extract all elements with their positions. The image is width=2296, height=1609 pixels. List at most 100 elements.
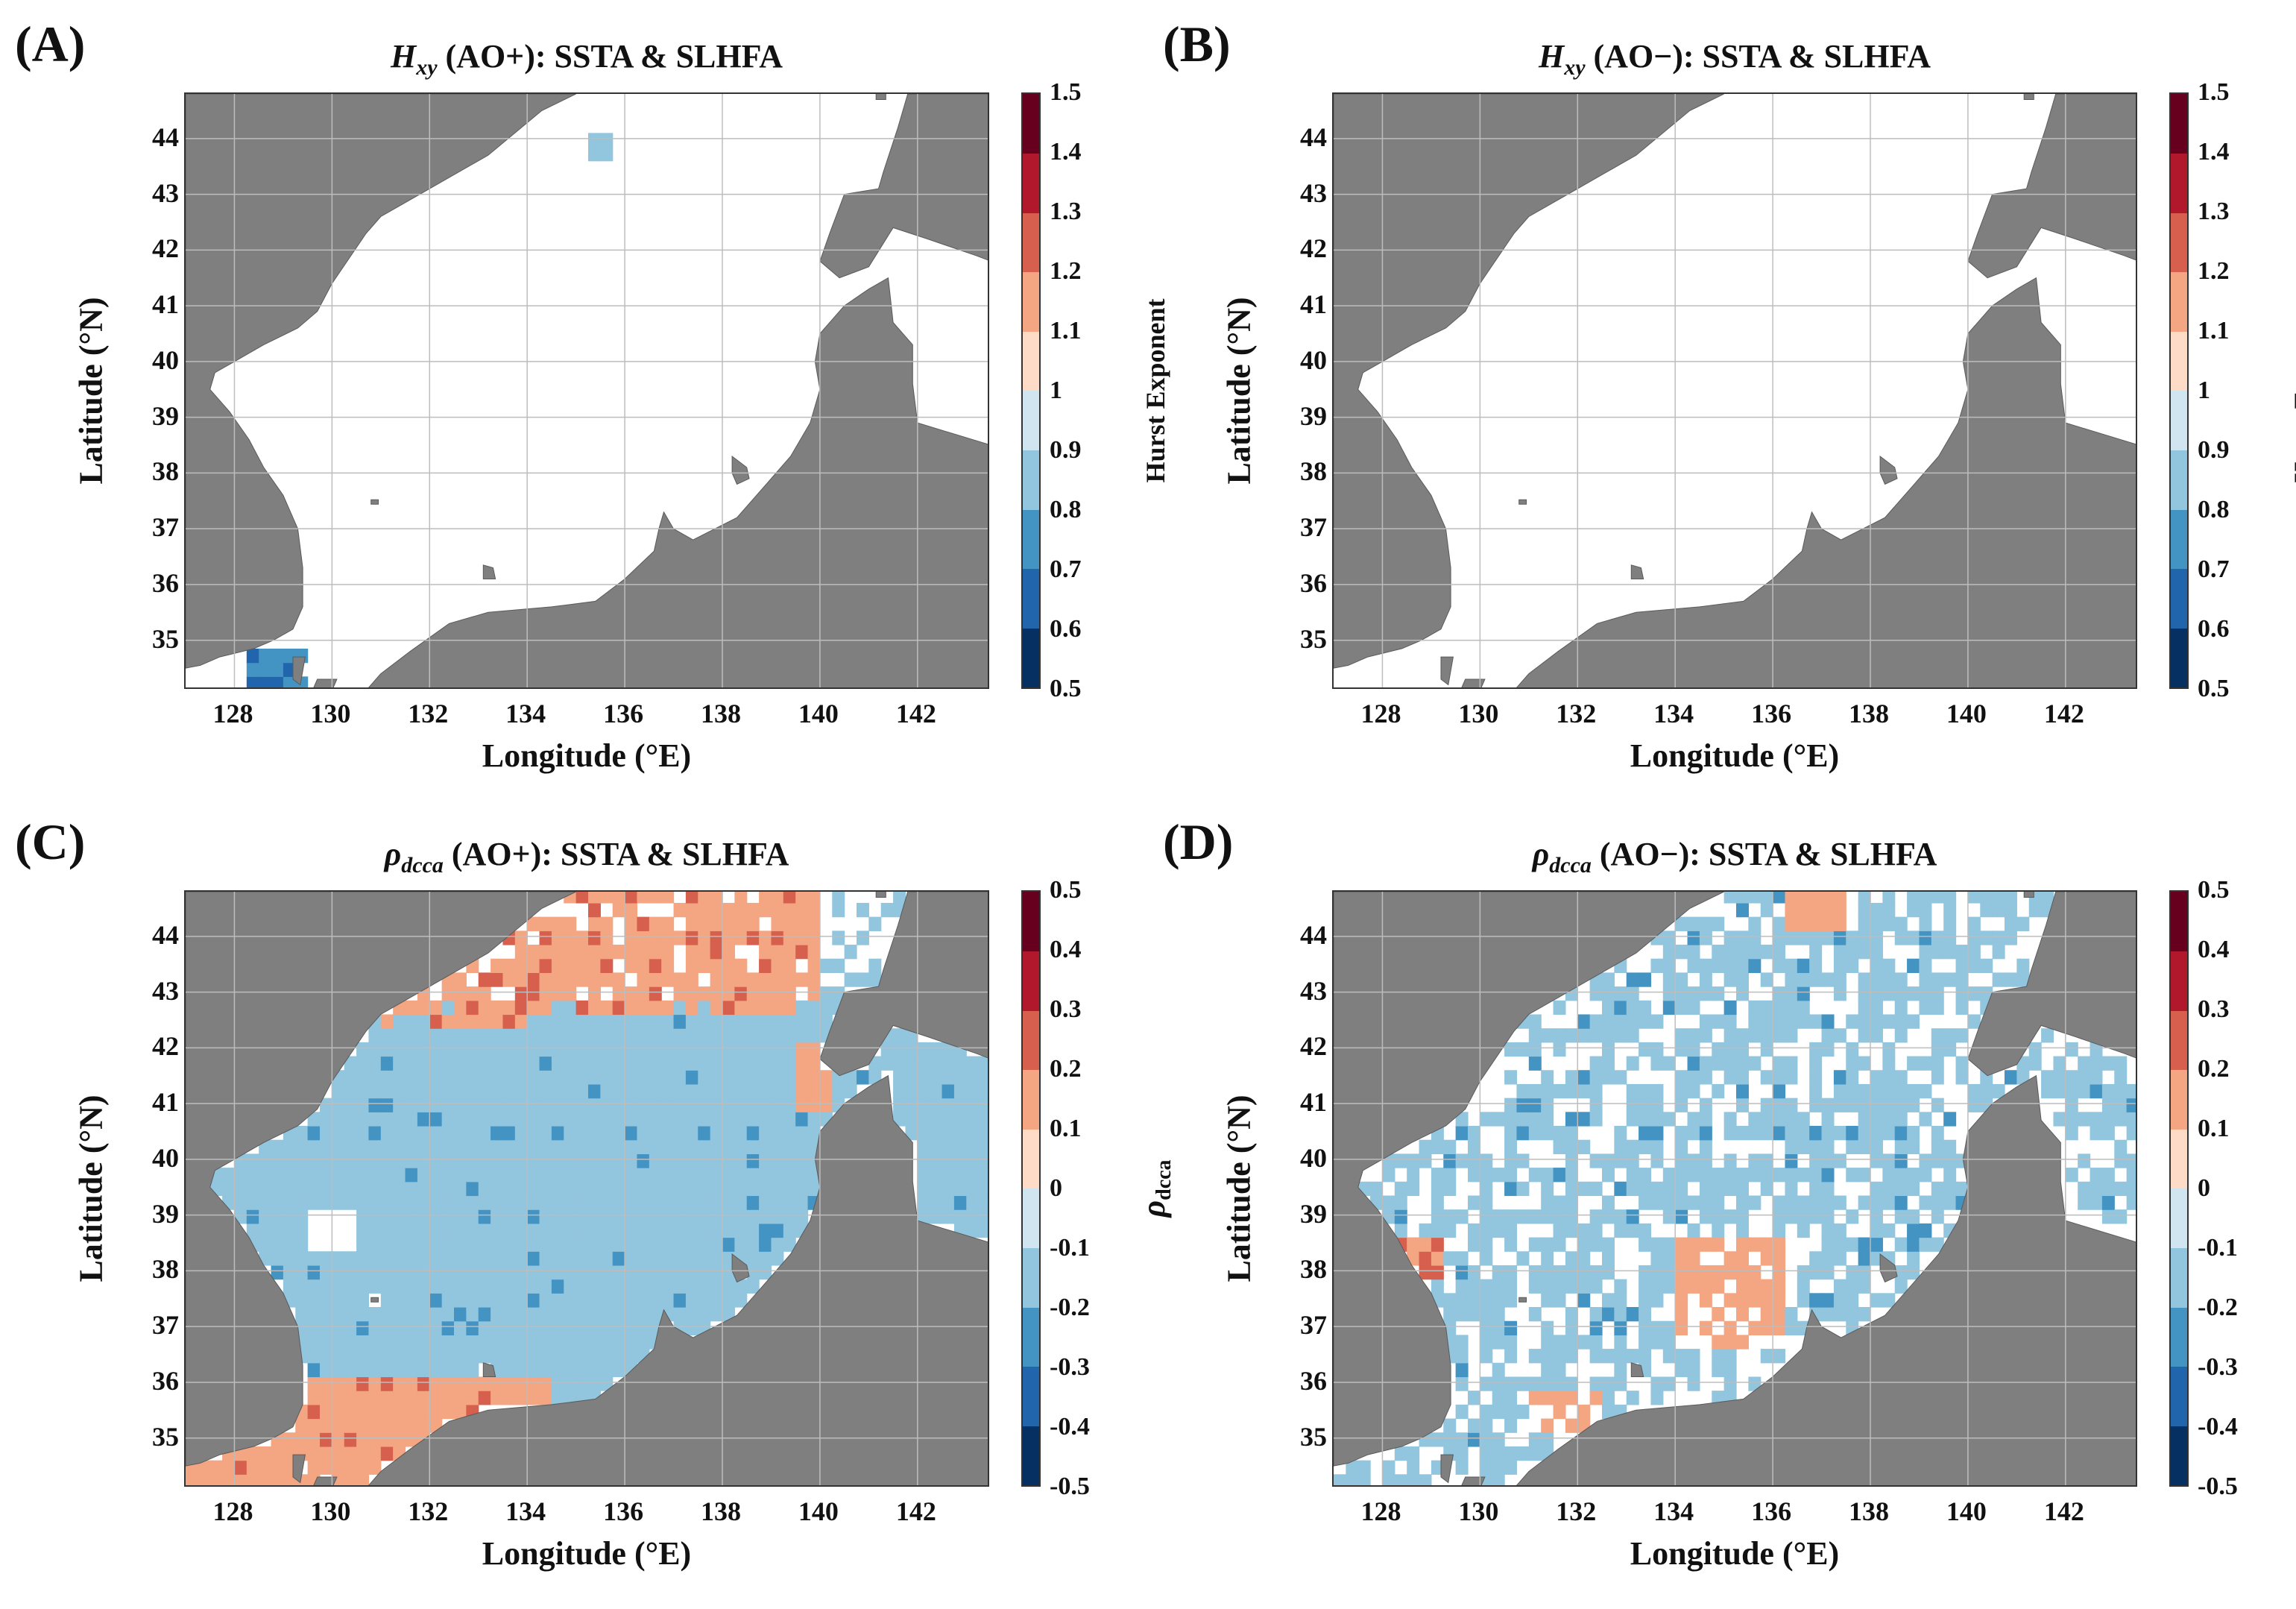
grid-cell [551, 1209, 564, 1224]
grid-cell [1662, 1195, 1676, 1210]
grid-cell [2101, 1126, 2115, 1141]
grid-cell [1650, 1126, 1664, 1141]
grid-cell [1723, 1181, 1737, 1197]
grid-cell [1955, 945, 1969, 960]
grid-cell [1504, 1404, 1518, 1420]
grid-cell [2065, 1042, 2078, 1057]
grid-cell [405, 1126, 418, 1141]
grid-cell [393, 1432, 406, 1447]
colorbar-segment [2171, 1247, 2187, 1308]
grid-cell [625, 1265, 638, 1280]
grid-cell [1528, 1349, 1542, 1364]
lat-tick-label: 42 [1300, 233, 1327, 264]
grid-cell [2090, 1126, 2103, 1141]
grid-cell [332, 1251, 345, 1266]
grid-cell [551, 1320, 564, 1335]
grid-cell [466, 1070, 479, 1085]
grid-cell [1748, 931, 1762, 945]
grid-cell [1334, 1474, 1346, 1485]
grid-cell [2114, 1139, 2128, 1155]
grid-cell [502, 1153, 516, 1168]
grid-cell [441, 1251, 455, 1266]
grid-cell [429, 1181, 443, 1197]
grid-cell [234, 1460, 247, 1475]
grid-cell [502, 1307, 516, 1322]
grid-cell [1699, 1126, 1712, 1141]
grid-cell [698, 1181, 711, 1197]
grid-cell [1614, 1014, 1627, 1029]
grid-cell [368, 1376, 382, 1391]
colorbar-tick-label: 1.1 [2198, 317, 2230, 344]
grid-cell [2126, 1083, 2136, 1099]
grid-cell [1955, 1181, 1969, 1197]
colorbar-segment [2171, 450, 2187, 510]
grid-cell [771, 1070, 784, 1085]
grid-cell [661, 958, 675, 974]
grid-cell [429, 1098, 443, 1112]
grid-cell [368, 1139, 382, 1155]
grid-cell [429, 1362, 443, 1378]
grid-cell [746, 916, 760, 931]
grid-cell [1492, 1307, 1505, 1322]
grid-cell [1614, 1223, 1627, 1238]
grid-cell [710, 931, 723, 945]
grid-cell [1712, 986, 1725, 1001]
grid-cell [942, 1070, 955, 1085]
grid-cell [1553, 1209, 1566, 1224]
lon-tick-label: 140 [1946, 699, 1987, 728]
grid-cell [478, 1251, 491, 1266]
grid-cell [539, 945, 552, 960]
grid-cell [454, 1070, 467, 1085]
grid-cell [393, 1209, 406, 1224]
grid-cell [393, 1335, 406, 1350]
grid-cell [1773, 1307, 1786, 1322]
grid-cell [771, 1139, 784, 1155]
grid-cell [612, 1237, 625, 1252]
grid-cell [771, 931, 784, 945]
grid-cell [454, 1168, 467, 1183]
grid-cell [746, 972, 760, 987]
grid-cell [502, 1251, 516, 1266]
grid-cell [978, 1195, 988, 1210]
grid-cell [307, 1335, 321, 1350]
grid-cell [2078, 1112, 2091, 1127]
grid-cell [2114, 1112, 2128, 1127]
grid-cell [539, 1349, 552, 1364]
grid-cell [1773, 1209, 1786, 1224]
grid-cell [685, 1098, 698, 1112]
grid-cell [1528, 1376, 1542, 1391]
grid-cell [1797, 972, 1810, 987]
grid-cell [746, 902, 760, 918]
grid-cell [746, 1083, 760, 1099]
grid-cell [795, 892, 809, 904]
grid-cell [625, 1195, 638, 1210]
grid-cell [454, 1376, 467, 1391]
grid-cell [673, 1083, 687, 1099]
grid-cell [2114, 1153, 2128, 1168]
grid-cell [441, 1153, 455, 1168]
grid-cell [1699, 1279, 1712, 1294]
grid-cell [1809, 1056, 1823, 1071]
grid-cell [1492, 1335, 1505, 1350]
grid-cell [368, 1237, 382, 1252]
colorbar-tick-label: 1.5 [2198, 78, 2230, 106]
grid-cell [514, 972, 528, 987]
grid-cell [356, 1293, 370, 1308]
grid-cell [454, 1349, 467, 1364]
grid-cell [320, 1376, 332, 1391]
colorbar-tick-label: 1 [1050, 377, 1062, 404]
grid-cell [649, 1293, 662, 1308]
grid-cell [1858, 1139, 1871, 1155]
grid-cell [1980, 1083, 1993, 1099]
grid-cell [1650, 1098, 1664, 1112]
grid-cell [478, 1168, 491, 1183]
grid-cell [1455, 1112, 1469, 1127]
lat-tick-label: 41 [152, 1087, 179, 1118]
grid-cell [1931, 1153, 1944, 1168]
grid-cell [1919, 1195, 1932, 1210]
grid-cell [454, 1293, 467, 1308]
grid-cell [953, 1209, 967, 1224]
grid-cell [953, 1139, 967, 1155]
grid-cell [1773, 1070, 1786, 1085]
grid-cell [1736, 945, 1749, 960]
